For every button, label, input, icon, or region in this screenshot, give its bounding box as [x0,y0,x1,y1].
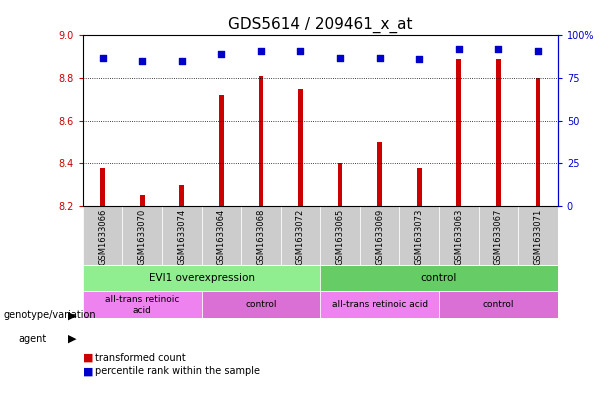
Bar [536,78,541,206]
Text: EVI1 overexpression: EVI1 overexpression [148,273,254,283]
Text: percentile rank within the sample: percentile rank within the sample [95,366,260,376]
Text: GSM1633070: GSM1633070 [138,209,147,265]
Bar [219,95,224,206]
Text: control: control [421,273,457,283]
Point [533,48,543,54]
Text: genotype/variation: genotype/variation [3,310,96,320]
Point [414,56,424,62]
Text: GSM1633067: GSM1633067 [494,209,503,265]
Title: GDS5614 / 209461_x_at: GDS5614 / 209461_x_at [228,17,413,33]
Text: GSM1633065: GSM1633065 [335,209,345,265]
Text: GSM1633072: GSM1633072 [296,209,305,265]
Point [97,54,107,61]
Text: all-trans retinoic
acid: all-trans retinoic acid [105,295,180,315]
Bar [162,206,202,264]
Text: GSM1633073: GSM1633073 [415,209,424,265]
Text: GSM1633071: GSM1633071 [533,209,543,265]
Bar [83,206,123,264]
Bar [321,292,439,318]
Bar [100,168,105,206]
Bar [338,163,343,206]
Point [177,58,186,64]
Text: control: control [482,300,514,309]
Text: GSM1633068: GSM1633068 [256,209,265,265]
Bar [417,168,422,206]
Bar [259,76,264,206]
Text: ▶: ▶ [68,310,77,320]
Text: transformed count: transformed count [95,353,186,363]
Bar [83,292,202,318]
Bar [439,292,558,318]
Text: control: control [245,300,276,309]
Bar [140,195,145,206]
Point [493,46,503,52]
Text: ■: ■ [83,353,93,363]
Bar [518,206,558,264]
Bar [479,206,518,264]
Point [375,54,384,61]
Text: GSM1633063: GSM1633063 [454,209,463,265]
Bar [202,292,321,318]
Text: ▶: ▶ [68,334,77,344]
Text: GSM1633064: GSM1633064 [217,209,226,265]
Bar [457,59,461,206]
Bar [298,89,303,206]
Point [295,48,305,54]
Bar [83,264,321,292]
Text: ■: ■ [83,366,93,376]
Bar [321,206,360,264]
Bar [123,206,162,264]
Bar [281,206,321,264]
Text: GSM1633069: GSM1633069 [375,209,384,265]
Bar [439,206,479,264]
Text: GSM1633066: GSM1633066 [98,209,107,265]
Text: GSM1633074: GSM1633074 [177,209,186,265]
Point [216,51,226,57]
Bar [378,142,382,206]
Bar [400,206,439,264]
Bar [496,59,501,206]
Text: all-trans retinoic acid: all-trans retinoic acid [332,300,428,309]
Bar [241,206,281,264]
Bar [360,206,400,264]
Bar [202,206,241,264]
Point [137,58,147,64]
Bar [321,264,558,292]
Bar [180,185,184,206]
Point [335,54,345,61]
Text: agent: agent [18,334,47,344]
Point [454,46,464,52]
Point [256,48,266,54]
